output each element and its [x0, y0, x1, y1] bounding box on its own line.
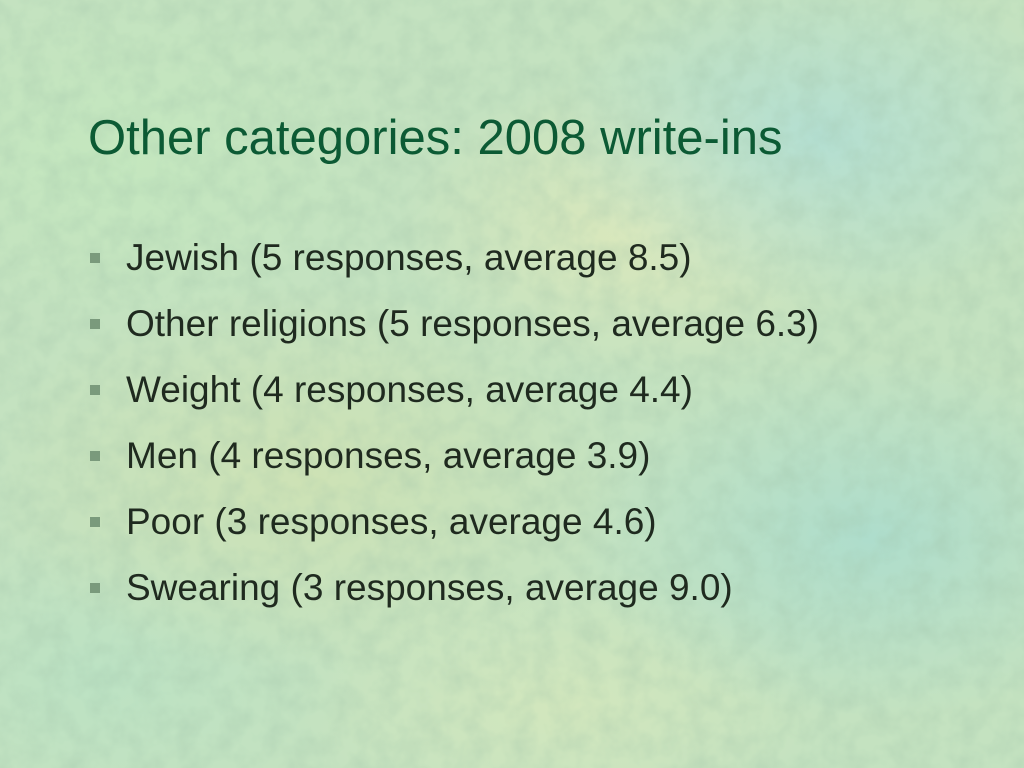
bullet-item: Men (4 responses, average 3.9)	[90, 430, 920, 482]
bullet-item: Weight (4 responses, average 4.4)	[90, 364, 920, 416]
bullet-item: Poor (3 responses, average 4.6)	[90, 496, 920, 548]
bullet-text: Swearing (3 responses, average 9.0)	[126, 567, 733, 608]
bullet-list: Jewish (5 responses, average 8.5) Other …	[90, 232, 920, 628]
bullet-item: Swearing (3 responses, average 9.0)	[90, 562, 920, 614]
square-bullet-icon	[90, 517, 100, 527]
bullet-text: Other religions (5 responses, average 6.…	[126, 303, 820, 344]
square-bullet-icon	[90, 583, 100, 593]
square-bullet-icon	[90, 451, 100, 461]
square-bullet-icon	[90, 319, 100, 329]
bullet-text: Poor (3 responses, average 4.6)	[126, 501, 657, 542]
bullet-item: Other religions (5 responses, average 6.…	[90, 298, 920, 350]
bullet-text: Weight (4 responses, average 4.4)	[126, 369, 693, 410]
square-bullet-icon	[90, 253, 100, 263]
bullet-item: Jewish (5 responses, average 8.5)	[90, 232, 920, 284]
square-bullet-icon	[90, 385, 100, 395]
bullet-text: Jewish (5 responses, average 8.5)	[126, 237, 692, 278]
bullet-text: Men (4 responses, average 3.9)	[126, 435, 651, 476]
slide-title: Other categories: 2008 write-ins	[88, 111, 783, 165]
